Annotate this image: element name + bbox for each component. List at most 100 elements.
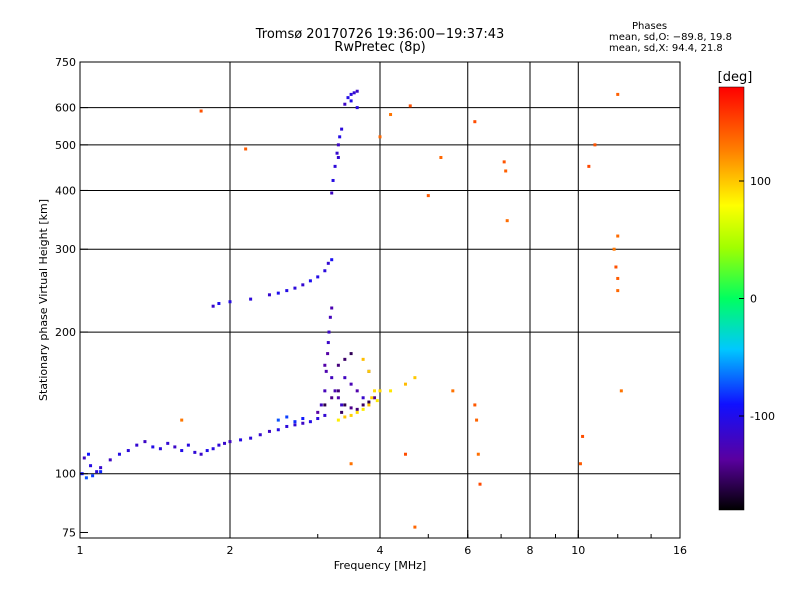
data-point <box>166 441 170 445</box>
x-tick-label: 10 <box>571 544 585 557</box>
data-point <box>249 297 253 301</box>
data-point <box>367 403 371 407</box>
data-point <box>343 376 347 380</box>
data-point <box>319 403 323 407</box>
data-point <box>361 396 365 400</box>
data-point <box>330 376 334 380</box>
y-tick-label: 750 <box>55 56 76 69</box>
data-point <box>478 482 482 486</box>
x-tick-label: 1 <box>77 544 84 557</box>
data-point <box>285 424 289 428</box>
data-point <box>389 389 393 393</box>
data-point <box>244 147 248 151</box>
data-point <box>614 265 618 269</box>
data-point <box>349 352 353 356</box>
data-point <box>228 440 232 444</box>
data-point <box>285 415 289 419</box>
data-point <box>336 396 340 400</box>
y-axis-label: Stationary phase Virtual Height [km] <box>37 199 50 401</box>
data-point <box>333 164 337 168</box>
phase-stats-o: mean, sd,O: −89.8, 19.8 <box>609 32 732 43</box>
data-point <box>413 525 417 529</box>
data-point <box>473 403 477 407</box>
data-point <box>316 417 320 421</box>
data-point <box>267 293 271 297</box>
chart-subtitle: RwPretec (8p) <box>334 40 426 55</box>
data-point <box>217 302 221 306</box>
data-point <box>330 258 334 262</box>
data-point <box>285 289 289 293</box>
data-point <box>439 155 443 159</box>
data-point <box>361 407 365 411</box>
y-tick-label: 300 <box>55 243 76 256</box>
data-point <box>326 352 330 356</box>
y-tick-label: 600 <box>55 102 76 115</box>
data-point <box>619 389 623 393</box>
data-point <box>378 389 382 393</box>
data-point <box>180 449 184 453</box>
data-point <box>373 396 377 400</box>
y-tick-label: 500 <box>55 139 76 152</box>
data-point <box>346 96 350 100</box>
y-tick-label: 400 <box>55 184 76 197</box>
x-axis-label: Frequency [MHz] <box>334 559 426 572</box>
data-point <box>301 283 305 287</box>
data-point <box>616 234 620 238</box>
data-point <box>323 389 327 393</box>
y-tick-label: 100 <box>55 468 76 481</box>
data-point <box>330 396 334 400</box>
data-point <box>258 433 262 437</box>
data-point <box>276 418 280 422</box>
data-point <box>199 452 203 456</box>
gridlines <box>80 62 680 538</box>
data-point <box>323 269 327 273</box>
data-point <box>193 450 197 454</box>
data-point <box>326 341 330 345</box>
data-point <box>612 247 616 251</box>
data-point <box>373 389 377 393</box>
data-point <box>211 304 215 308</box>
data-point <box>349 462 353 466</box>
data-point <box>86 452 90 456</box>
data-point <box>340 127 344 131</box>
data-point <box>108 458 112 462</box>
y-axis: 75 100 200 300 400 500 600 750 <box>55 56 88 539</box>
data-point <box>451 389 455 393</box>
data-point <box>335 151 339 155</box>
data-point <box>267 429 271 433</box>
data-point <box>293 420 297 424</box>
x-tick-label: 16 <box>673 544 687 557</box>
data-point <box>375 399 379 403</box>
x-tick-label: 8 <box>527 544 534 557</box>
data-point <box>340 410 344 414</box>
data-point <box>349 382 353 386</box>
data-point <box>228 300 232 304</box>
data-point <box>239 438 243 442</box>
data-point <box>151 445 155 449</box>
x-tick-label: 2 <box>227 544 234 557</box>
data-point <box>413 376 417 380</box>
data-point <box>89 464 93 468</box>
data-point <box>349 92 353 96</box>
x-axis: 1 2 4 6 8 10 16 <box>77 530 687 557</box>
x-tick-label: 4 <box>377 544 384 557</box>
data-point <box>293 423 297 427</box>
data-point <box>324 369 328 373</box>
data-point <box>378 135 382 139</box>
data-point <box>99 470 103 474</box>
y-tick-label: 200 <box>55 326 76 339</box>
data-point <box>476 452 480 456</box>
data-point <box>308 420 312 424</box>
phase-stats-x: mean, sd,X: 94.4, 21.8 <box>609 43 723 54</box>
colorbar-tick-label: 100 <box>750 175 771 188</box>
y-tick-label: 75 <box>62 526 76 539</box>
data-point <box>349 413 353 417</box>
data-point <box>301 417 305 421</box>
data-point <box>308 279 312 283</box>
data-point <box>403 452 407 456</box>
data-point <box>135 443 139 447</box>
data-point <box>199 109 203 113</box>
data-point <box>82 456 86 460</box>
colorbar-label: [deg] <box>718 70 753 85</box>
